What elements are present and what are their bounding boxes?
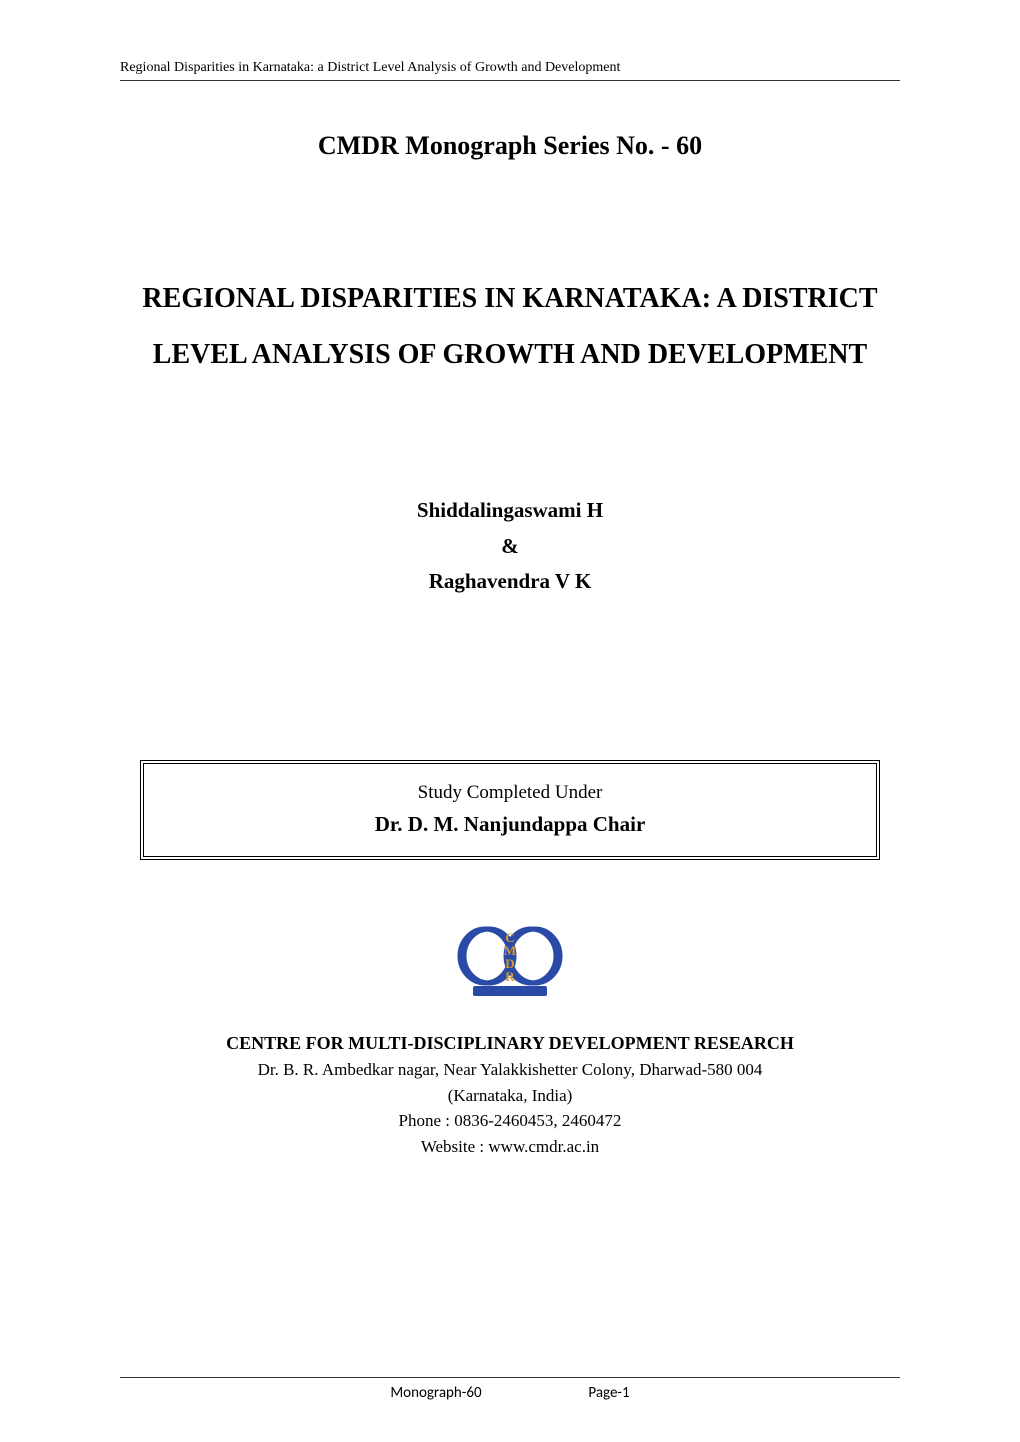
- cmdr-logo-icon: C M D R: [455, 920, 565, 1005]
- sponsor-line-2: Dr. D. M. Nanjundappa Chair: [154, 808, 866, 842]
- authors-block: Shiddalingaswami H & Raghavendra V K: [120, 493, 900, 600]
- publisher-block: CENTRE FOR MULTI-DISCIPLINARY DEVELOPMEN…: [120, 1030, 900, 1159]
- main-title: REGIONAL DISPARITIES IN KARNATAKA: A DIS…: [120, 271, 900, 383]
- author-2: Raghavendra V K: [120, 564, 900, 600]
- sponsor-box: Study Completed Under Dr. D. M. Nanjunda…: [140, 760, 880, 860]
- series-number: CMDR Monograph Series No. - 60: [120, 131, 900, 161]
- publisher-country: (Karnataka, India): [120, 1083, 900, 1109]
- author-ampersand: &: [120, 529, 900, 565]
- svg-text:R: R: [505, 969, 515, 984]
- sponsor-line-1: Study Completed Under: [154, 778, 866, 808]
- page: Regional Disparities in Karnataka: a Dis…: [0, 0, 1020, 1442]
- footer-page-number: Page-1: [588, 1384, 629, 1402]
- page-footer: Monograph-60 Page-1: [120, 1377, 900, 1402]
- publisher-name: CENTRE FOR MULTI-DISCIPLINARY DEVELOPMEN…: [120, 1030, 900, 1057]
- running-header: Regional Disparities in Karnataka: a Dis…: [120, 60, 900, 81]
- publisher-website: Website : www.cmdr.ac.in: [120, 1134, 900, 1160]
- logo-wrap: C M D R: [120, 920, 900, 1005]
- author-1: Shiddalingaswami H: [120, 493, 900, 529]
- publisher-address: Dr. B. R. Ambedkar nagar, Near Yalakkish…: [120, 1057, 900, 1083]
- footer-monograph: Monograph-60: [390, 1384, 481, 1402]
- publisher-phone: Phone : 0836-2460453, 2460472: [120, 1108, 900, 1134]
